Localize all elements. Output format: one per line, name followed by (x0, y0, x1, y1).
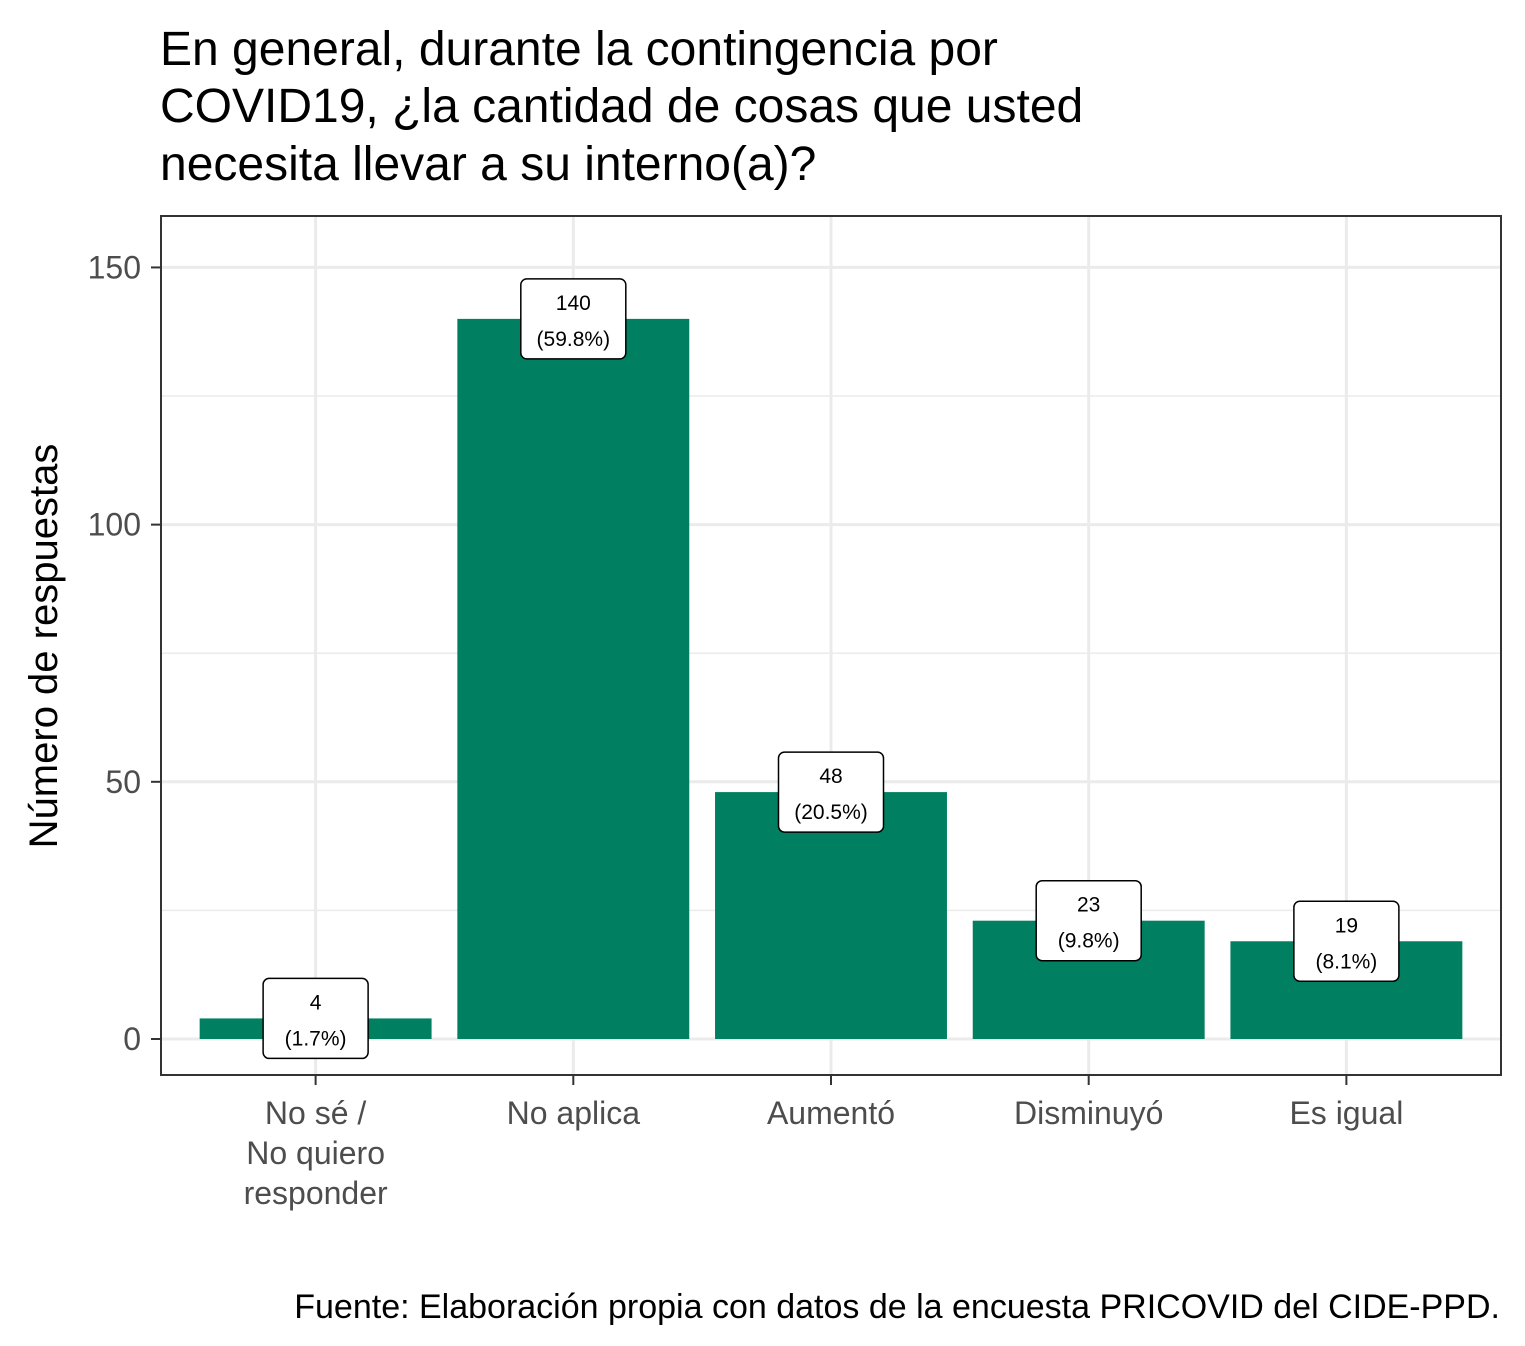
data-label-percent: (1.7%) (285, 1027, 347, 1050)
data-label-box (1293, 900, 1400, 983)
data-label-percent: (59.8%) (537, 328, 611, 351)
chart-title-line-3: necesita llevar a su interno(a)? (160, 138, 816, 191)
data-label-count: 19 (1335, 914, 1358, 937)
data-label-percent: (9.8%) (1058, 930, 1120, 953)
y-tick-label: 0 (123, 1021, 141, 1057)
data-label-count: 140 (556, 292, 591, 315)
data-label: 19 (8.1%) (1293, 900, 1400, 983)
x-tick-label: responder (244, 1175, 388, 1211)
data-label-count: 4 (310, 991, 322, 1014)
data-label-box (777, 751, 885, 833)
data-label-count: 48 (819, 765, 842, 788)
y-tick-label: 100 (88, 507, 141, 543)
x-tick-label: Aumentó (767, 1095, 895, 1131)
data-label-percent: (20.5%) (794, 801, 868, 824)
data-label-box (520, 278, 627, 360)
bar (457, 318, 690, 1039)
x-tick-label: No sé / (265, 1095, 366, 1131)
x-tick-label: No quiero (246, 1135, 385, 1171)
y-axis-label: Número de respuestas (22, 444, 66, 849)
x-tick-label: Disminuyó (1014, 1095, 1163, 1131)
data-label: 140 (59.8%) (520, 278, 627, 360)
chart-title-line-2: COVID19, ¿la cantidad de cosas que usted (160, 80, 1083, 133)
chart-title: En general, durante la contingencia por … (160, 23, 1083, 191)
data-label: 4 (1.7%) (262, 977, 369, 1060)
data-label-percent: (8.1%) (1315, 950, 1377, 973)
bar (715, 792, 947, 1039)
source-caption: Fuente: Elaboración propia con datos de … (294, 1288, 1500, 1326)
data-label: 48 (20.5%) (777, 751, 885, 833)
y-tick-label: 50 (105, 764, 141, 800)
chart-title-line-1: En general, durante la contingencia por (160, 23, 998, 76)
x-tick-label: No aplica (507, 1095, 641, 1131)
x-tick-label: Es igual (1289, 1095, 1403, 1131)
data-label-box (262, 977, 369, 1060)
data-label-count: 23 (1077, 894, 1100, 917)
data-label: 23 (9.8%) (1035, 879, 1142, 962)
data-label-box (1035, 879, 1142, 962)
x-axis: No sé / No quiero responder No aplica Aument… (244, 1075, 1403, 1211)
y-tick-label: 150 (88, 249, 141, 285)
data-labels: 4 (1.7%) 140 (59.8%) 48 (20.5%) 23 (9.8%) 19 (8.1… (262, 278, 1400, 1060)
y-axis: 0 50 100 150 (88, 249, 161, 1057)
bars (199, 318, 1463, 1039)
